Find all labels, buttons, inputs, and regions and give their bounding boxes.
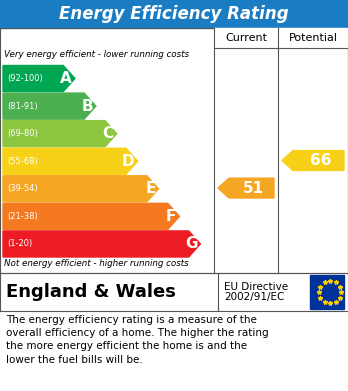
Text: A: A [60, 71, 72, 86]
Bar [0, 0, 348, 28]
Text: Very energy efficient - lower running costs: Very energy efficient - lower running co… [4, 50, 189, 59]
Text: 51: 51 [243, 181, 264, 196]
Polygon shape [3, 148, 138, 174]
Text: (39-54): (39-54) [7, 184, 38, 193]
Text: (1-20): (1-20) [7, 239, 32, 248]
Polygon shape [3, 121, 117, 147]
Polygon shape [3, 176, 159, 202]
Polygon shape [3, 231, 200, 257]
Text: (55-68): (55-68) [7, 157, 38, 166]
Text: B: B [81, 99, 93, 114]
Polygon shape [3, 93, 96, 119]
Polygon shape [3, 203, 180, 230]
Text: The energy efficiency rating is a measure of the
overall efficiency of a home. T: The energy efficiency rating is a measur… [6, 315, 269, 364]
Text: (92-100): (92-100) [7, 74, 43, 83]
Text: (21-38): (21-38) [7, 212, 38, 221]
Text: (81-91): (81-91) [7, 102, 38, 111]
Polygon shape [282, 151, 344, 170]
Bar [0, 28, 348, 273]
Text: Potential: Potential [288, 33, 338, 43]
Text: C: C [103, 126, 114, 141]
Text: E: E [145, 181, 156, 196]
Text: Energy Efficiency Rating: Energy Efficiency Rating [59, 5, 289, 23]
Bar [214, 28, 348, 48]
Text: F: F [166, 209, 176, 224]
Text: D: D [122, 154, 135, 169]
Bar [0, 273, 348, 311]
Text: EU Directive: EU Directive [224, 282, 288, 292]
Bar [310, 275, 344, 309]
Text: Not energy efficient - higher running costs: Not energy efficient - higher running co… [4, 259, 189, 268]
Text: 66: 66 [310, 153, 331, 168]
Text: England & Wales: England & Wales [6, 283, 176, 301]
Text: (69-80): (69-80) [7, 129, 38, 138]
Polygon shape [3, 66, 75, 91]
Polygon shape [218, 178, 274, 198]
Text: G: G [185, 237, 197, 251]
Text: Current: Current [225, 33, 267, 43]
Text: 2002/91/EC: 2002/91/EC [224, 292, 284, 302]
